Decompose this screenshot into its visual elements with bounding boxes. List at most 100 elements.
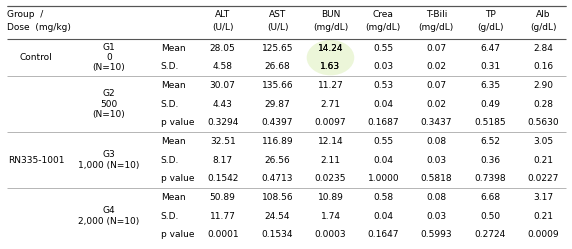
Text: 0.53: 0.53: [374, 81, 394, 90]
Text: Crea: Crea: [373, 9, 394, 18]
Text: 2.71: 2.71: [320, 100, 340, 109]
Text: 0.0235: 0.0235: [315, 174, 346, 183]
Text: 6.35: 6.35: [480, 81, 500, 90]
Text: 0.08: 0.08: [426, 137, 446, 146]
Text: 0.03: 0.03: [426, 156, 446, 165]
Text: 0.08: 0.08: [426, 193, 446, 202]
Text: 32.51: 32.51: [210, 137, 236, 146]
Text: Mean: Mean: [161, 137, 185, 146]
Text: 14.24: 14.24: [317, 44, 343, 53]
Text: 0.1687: 0.1687: [368, 118, 399, 127]
Text: 0.0227: 0.0227: [527, 174, 559, 183]
Text: 2,000 (N=10): 2,000 (N=10): [78, 217, 140, 226]
Text: 24.54: 24.54: [265, 212, 291, 221]
Text: 135.66: 135.66: [262, 81, 293, 90]
Text: 4.58: 4.58: [213, 62, 233, 71]
Text: ALT: ALT: [215, 9, 231, 18]
Text: 2.11: 2.11: [320, 156, 340, 165]
Text: (N=10): (N=10): [93, 110, 125, 119]
Text: G2: G2: [102, 89, 115, 98]
Text: 500: 500: [100, 100, 117, 109]
Text: 4.43: 4.43: [213, 100, 233, 109]
Text: 0.1542: 0.1542: [207, 174, 239, 183]
Text: 0.0003: 0.0003: [315, 230, 346, 239]
Text: BUN: BUN: [321, 9, 340, 18]
Text: AST: AST: [269, 9, 286, 18]
Text: 0.02: 0.02: [426, 62, 446, 71]
Text: 12.14: 12.14: [317, 137, 343, 146]
Text: 0.31: 0.31: [480, 62, 500, 71]
Text: 0.04: 0.04: [374, 212, 394, 221]
Text: 0.28: 0.28: [533, 100, 553, 109]
Text: 0.55: 0.55: [374, 44, 394, 53]
Text: 0.04: 0.04: [374, 100, 394, 109]
Text: 0.4397: 0.4397: [262, 118, 293, 127]
Text: p value: p value: [161, 174, 194, 183]
Text: 28.05: 28.05: [210, 44, 236, 53]
Text: 0.0001: 0.0001: [207, 230, 239, 239]
Text: 30.07: 30.07: [210, 81, 236, 90]
Text: p value: p value: [161, 118, 194, 127]
Text: 50.89: 50.89: [210, 193, 236, 202]
Text: (mg/dL): (mg/dL): [419, 22, 454, 32]
Text: (mg/dL): (mg/dL): [313, 22, 348, 32]
Text: 0.4713: 0.4713: [262, 174, 293, 183]
Text: 1.63: 1.63: [320, 62, 340, 71]
Text: 0.1534: 0.1534: [262, 230, 293, 239]
Text: 1.0000: 1.0000: [368, 174, 399, 183]
Text: 0.02: 0.02: [426, 100, 446, 109]
Text: Dose  (mg/kg): Dose (mg/kg): [7, 22, 71, 32]
Text: Control: Control: [19, 53, 53, 62]
Text: 0.3437: 0.3437: [420, 118, 452, 127]
Text: 11.27: 11.27: [317, 81, 343, 90]
Text: 0.5630: 0.5630: [527, 118, 559, 127]
Text: 8.17: 8.17: [213, 156, 233, 165]
Text: 29.87: 29.87: [265, 100, 291, 109]
Text: 0.2724: 0.2724: [475, 230, 506, 239]
Text: 0.21: 0.21: [533, 156, 553, 165]
Text: 0.07: 0.07: [426, 81, 446, 90]
Text: S.D.: S.D.: [161, 100, 179, 109]
Text: 0.07: 0.07: [426, 44, 446, 53]
Text: 3.05: 3.05: [533, 137, 553, 146]
Text: 6.68: 6.68: [480, 193, 500, 202]
Text: 26.56: 26.56: [265, 156, 291, 165]
Text: S.D.: S.D.: [161, 62, 179, 71]
Text: 26.68: 26.68: [265, 62, 291, 71]
Text: 0.5185: 0.5185: [474, 118, 506, 127]
Text: S.D.: S.D.: [161, 212, 179, 221]
Text: (mg/dL): (mg/dL): [366, 22, 401, 32]
Text: TP: TP: [485, 9, 495, 18]
Text: 0: 0: [106, 53, 112, 62]
Text: 0.1647: 0.1647: [368, 230, 399, 239]
Text: 6.47: 6.47: [480, 44, 500, 53]
Text: 0.04: 0.04: [374, 156, 394, 165]
Text: 0.49: 0.49: [480, 100, 500, 109]
Text: 10.89: 10.89: [317, 193, 343, 202]
Text: 0.50: 0.50: [480, 212, 500, 221]
Text: 2.84: 2.84: [533, 44, 553, 53]
Text: G3: G3: [102, 150, 116, 159]
Text: 1.63: 1.63: [320, 62, 340, 71]
Text: (g/dL): (g/dL): [477, 22, 503, 32]
Text: 0.0009: 0.0009: [527, 230, 559, 239]
Text: 3.17: 3.17: [533, 193, 553, 202]
Text: Alb: Alb: [536, 9, 550, 18]
Text: 0.03: 0.03: [426, 212, 446, 221]
Text: 0.7398: 0.7398: [474, 174, 506, 183]
Text: T-Bili: T-Bili: [426, 9, 447, 18]
Text: 0.55: 0.55: [374, 137, 394, 146]
Text: p value: p value: [161, 230, 194, 239]
Text: 1.74: 1.74: [320, 212, 340, 221]
Text: RN335-1001: RN335-1001: [8, 156, 64, 165]
Text: 0.36: 0.36: [480, 156, 500, 165]
Text: Mean: Mean: [161, 81, 185, 90]
Ellipse shape: [307, 40, 354, 75]
Text: Group  /: Group /: [7, 9, 43, 18]
Text: 14.24: 14.24: [317, 44, 343, 53]
Text: G4: G4: [102, 206, 115, 215]
Text: 0.5993: 0.5993: [420, 230, 452, 239]
Text: S.D.: S.D.: [161, 156, 179, 165]
Text: 0.21: 0.21: [533, 212, 553, 221]
Text: 108.56: 108.56: [262, 193, 293, 202]
